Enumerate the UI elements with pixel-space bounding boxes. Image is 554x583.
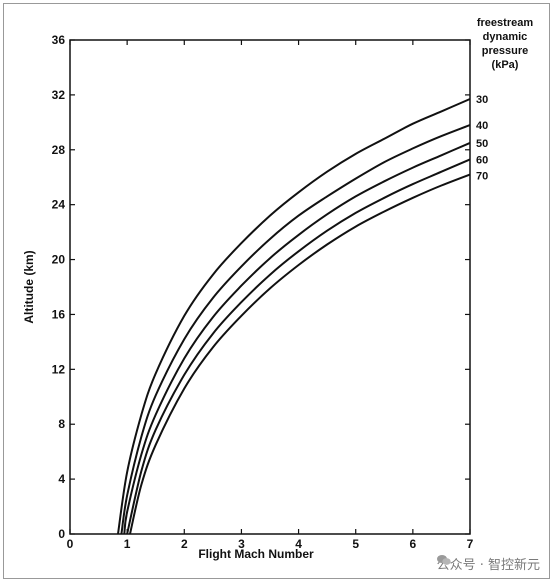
chat-bubble-icon (436, 555, 451, 565)
y-axis-title: Altitude (km) (22, 250, 36, 323)
watermark: 公众号 · 智控新元 (436, 554, 540, 573)
y-tick-label: 16 (52, 307, 66, 321)
legend-title-line: dynamic (483, 31, 528, 43)
y-tick-label: 0 (58, 527, 65, 541)
x-tick-label: 1 (124, 537, 131, 551)
y-axis: 0 4 8 12 16 20 24 28 32 36 (52, 33, 470, 541)
series-line-60-kpa (126, 158, 471, 535)
legend-label-30: 30 (476, 94, 488, 106)
x-axis-title: Flight Mach Number (198, 547, 314, 561)
x-tick-label: 4 (295, 537, 302, 551)
y-tick-label: 24 (52, 198, 66, 212)
x-tick-label: 7 (467, 537, 474, 551)
watermark-text: 公众号 · 智控新元 (436, 558, 540, 573)
figure-frame (3, 3, 550, 579)
x-tick-label: 5 (352, 537, 359, 551)
x-tick-label: 3 (238, 537, 245, 551)
series-line-70-kpa (129, 173, 471, 535)
series-line-40-kpa (120, 124, 471, 535)
y-tick-label: 20 (52, 253, 66, 267)
legend-title-line: freestream (477, 17, 533, 29)
y-tick-label: 12 (52, 362, 66, 376)
series-curves (117, 98, 471, 535)
y-tick-label: 32 (52, 88, 66, 102)
legend-label-70: 70 (476, 170, 488, 182)
legend-title-line: pressure (482, 45, 528, 57)
x-tick-label: 6 (410, 537, 417, 551)
x-tick-label: 0 (67, 537, 74, 551)
y-tick-label: 8 (58, 417, 65, 431)
y-tick-label: 36 (52, 33, 66, 47)
y-tick-label: 4 (58, 472, 65, 486)
legend-label-40: 40 (476, 120, 488, 132)
legend-title-line: (kPa) (492, 59, 519, 71)
plot-area (69, 39, 471, 535)
series-line-30-kpa (117, 98, 471, 535)
y-tick-label: 28 (52, 143, 66, 157)
legend-label-60: 60 (476, 154, 488, 166)
series-line-50-kpa (123, 141, 471, 535)
x-tick-label: 2 (181, 537, 188, 551)
legend: freestream dynamic pressure (kPa) 30 40 50 60 70 (476, 17, 533, 182)
legend-label-50: 50 (476, 138, 488, 150)
